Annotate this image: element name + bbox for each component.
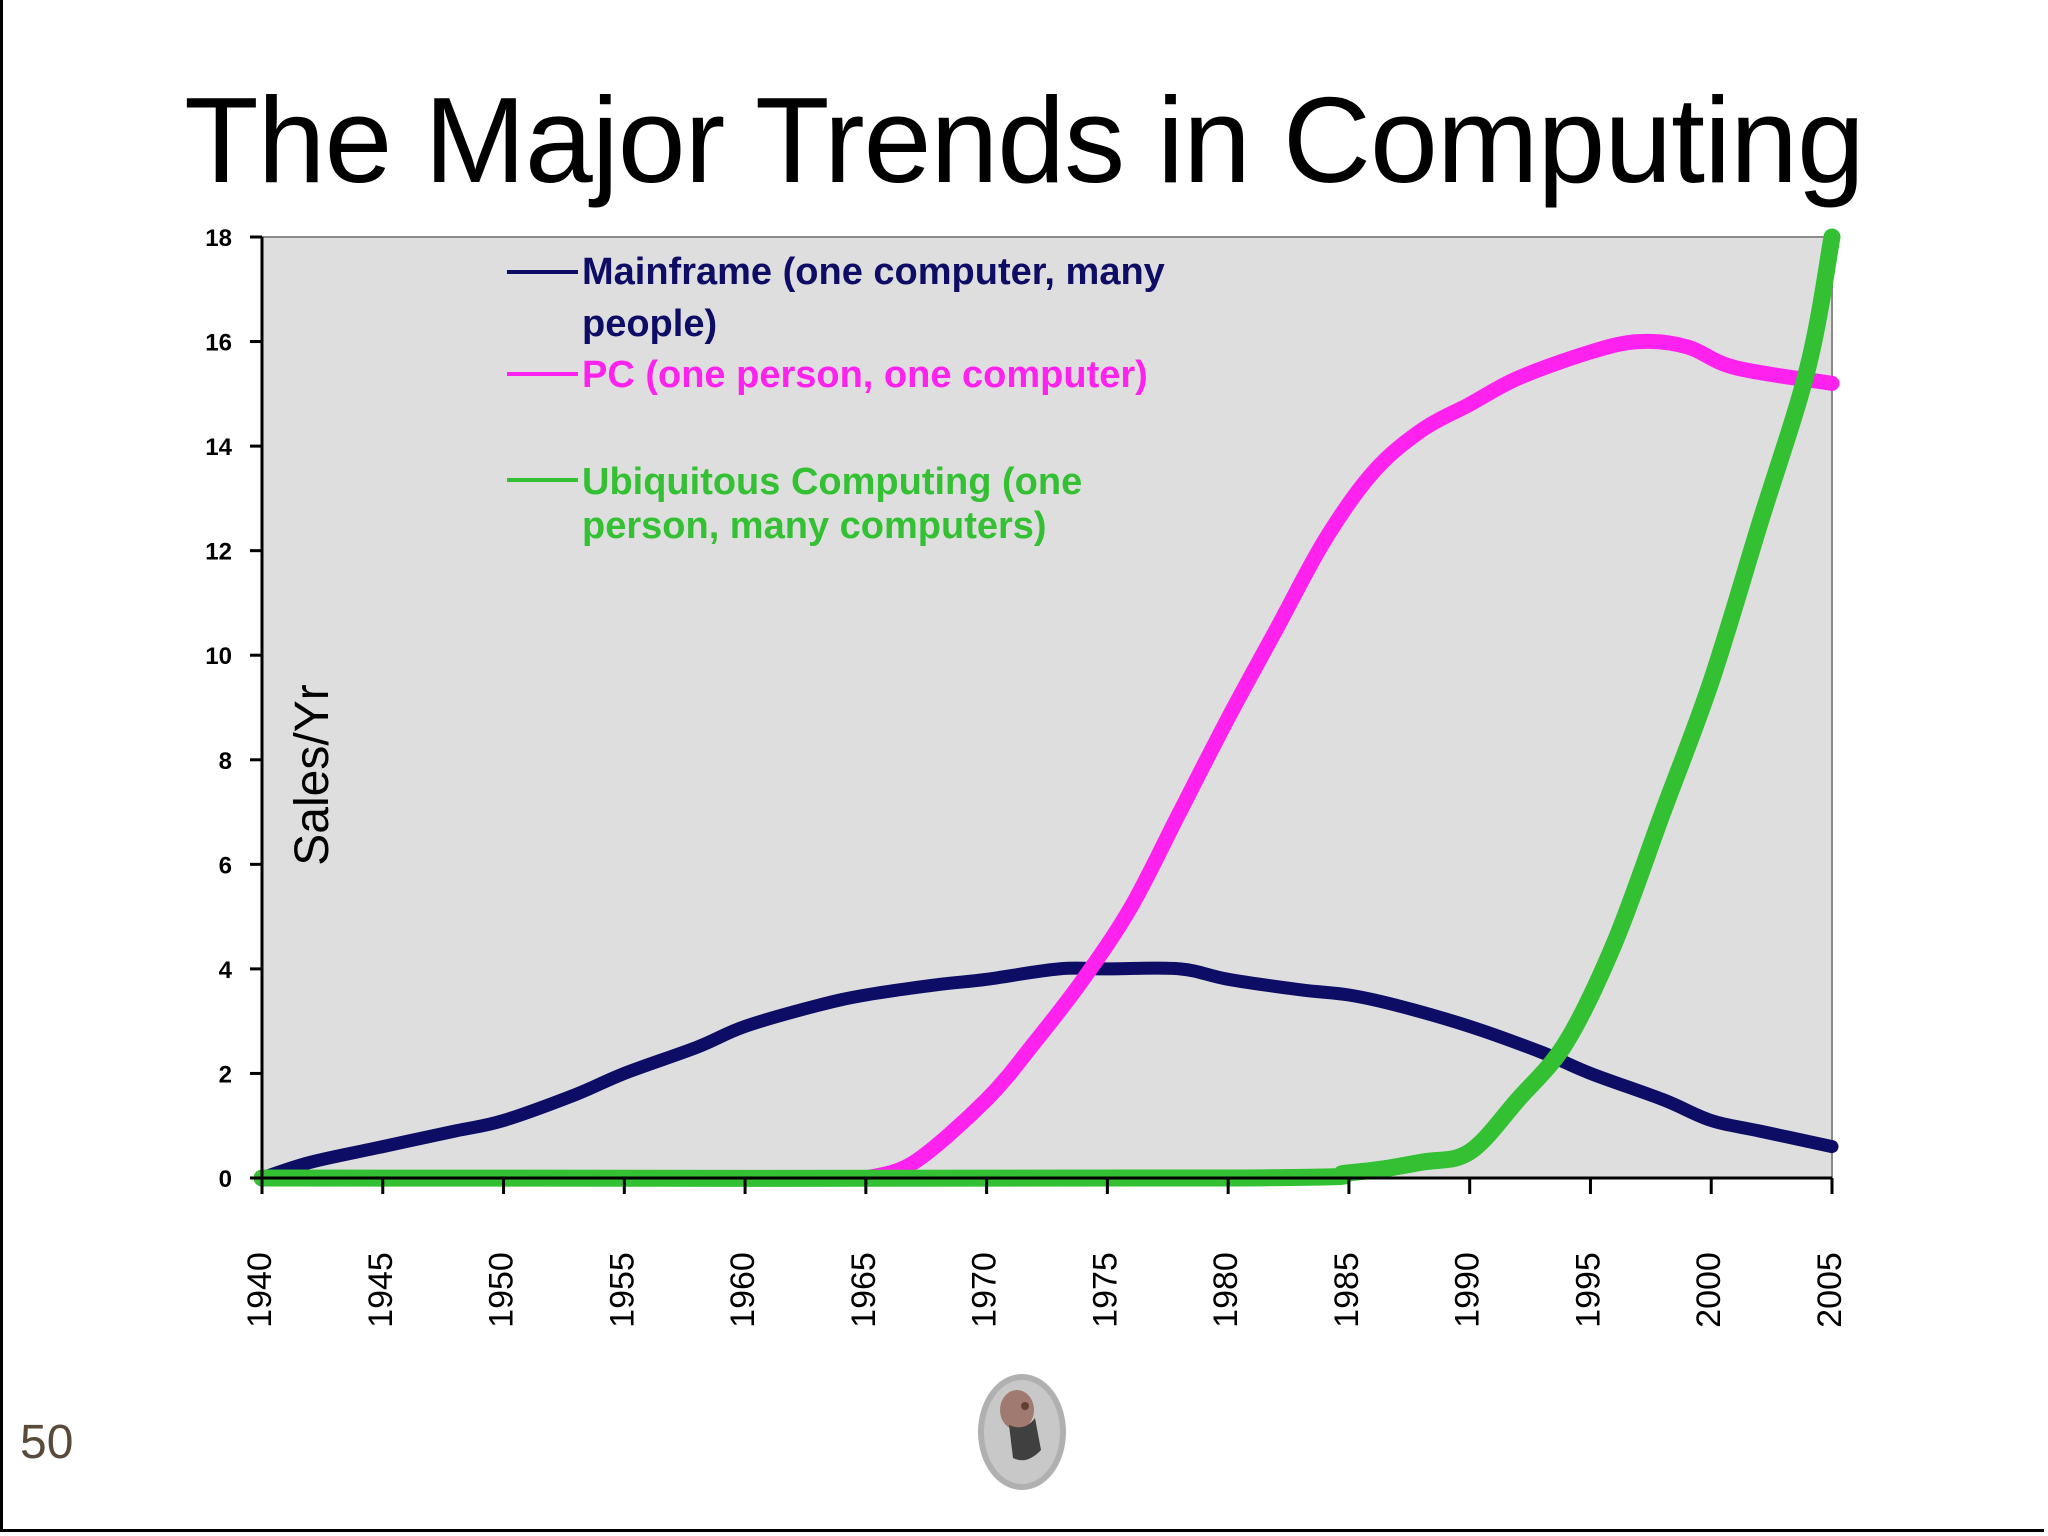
x-tick-label: 1985	[1328, 1252, 1366, 1328]
x-tick-label: 1970	[966, 1252, 1004, 1328]
y-tick-label: 18	[205, 225, 232, 252]
y-tick-label: 10	[205, 643, 232, 670]
x-tick-label: 1950	[483, 1252, 521, 1328]
x-tick-label: 1945	[362, 1252, 400, 1328]
x-tick-label: 2000	[1690, 1252, 1728, 1328]
y-tick-label: 12	[205, 539, 232, 566]
x-axis-ticks: 1940 1945 1950 1955 1960 1965 1970 1975 1980 1985…	[241, 1178, 1849, 1328]
y-tick-label: 0	[219, 1166, 232, 1193]
page-number: 50	[20, 1416, 74, 1469]
x-tick-label: 1995	[1569, 1252, 1607, 1328]
y-tick-label: 16	[205, 330, 232, 357]
logo-icon	[978, 1374, 1066, 1490]
legend-label-ubiquitous-computing: Ubiquitous Computing (one	[582, 461, 1082, 503]
y-axis-label: Sales/Yr	[286, 684, 339, 865]
x-tick-label: 2005	[1811, 1252, 1849, 1328]
legend-label-mainframe: people)	[582, 303, 717, 345]
x-tick-label: 1940	[241, 1252, 279, 1328]
x-tick-label: 1975	[1086, 1252, 1124, 1328]
series-line-pc	[858, 333, 1840, 1186]
y-tick-label: 4	[219, 957, 233, 984]
x-tick-label: 1965	[845, 1252, 883, 1328]
y-tick-label: 2	[219, 1061, 232, 1088]
y-tick-label: 8	[219, 748, 232, 775]
series-line-mainframe	[255, 961, 1839, 1185]
x-tick-label: 1980	[1207, 1252, 1245, 1328]
y-tick-label: 6	[219, 852, 232, 879]
legend-label-ubiquitous-computing: person, many computers)	[582, 505, 1047, 547]
legend-label-pc: PC (one person, one computer)	[582, 354, 1148, 396]
y-tick-label: 14	[205, 434, 232, 461]
legend-label-mainframe: Mainframe (one computer, many	[582, 251, 1165, 293]
x-tick-label: 1960	[724, 1252, 762, 1328]
slide-title: The Major Trends in Computing	[184, 72, 1865, 208]
x-tick-label: 1990	[1449, 1252, 1487, 1328]
axes	[260, 237, 1832, 1180]
legend: Mainframe (one computer, many people) PC (…	[507, 251, 1165, 547]
y-axis-ticks: 0 2 4 6 8 10 12 14 16 18	[205, 225, 262, 1193]
x-tick-label: 1955	[603, 1252, 641, 1328]
